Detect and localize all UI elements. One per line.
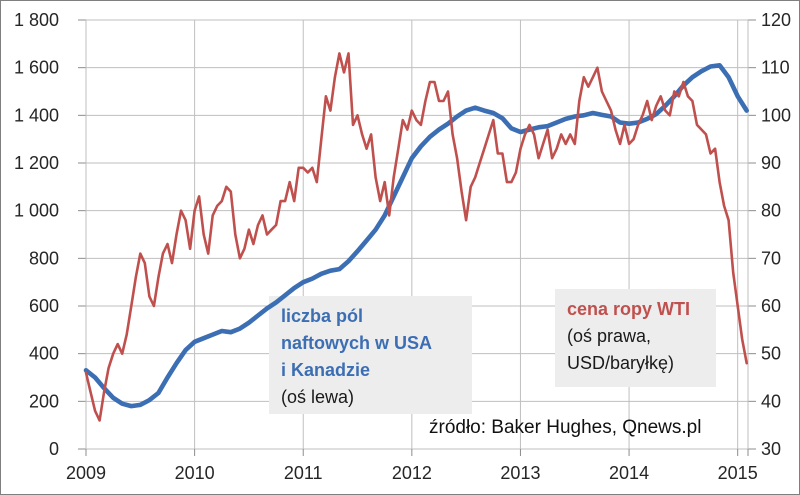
x-axis-tick-label: 2015 xyxy=(718,463,758,483)
left-series-label-line2: naftowych w USA xyxy=(281,333,433,353)
left-axis-tick-label: 800 xyxy=(29,248,59,268)
left-series-label-line1: liczba pól xyxy=(281,306,364,326)
left-axis-note: (oś lewa) xyxy=(281,387,355,407)
left-axis-tick-label: 1 000 xyxy=(14,201,59,221)
right-axis-tick-label: 90 xyxy=(761,153,781,173)
right-series-label-title: cena ropy WTI xyxy=(567,299,691,319)
x-axis-tick-label: 2009 xyxy=(66,463,106,483)
left-axis-tick-label: 1 800 xyxy=(14,10,59,30)
left-axis-tick-label: 0 xyxy=(49,439,59,459)
left-axis-tick-label: 1 400 xyxy=(14,105,59,125)
x-axis-tick-label: 2011 xyxy=(284,463,323,483)
left-axis-tick-label: 200 xyxy=(29,391,59,411)
right-axis-tick-label: 100 xyxy=(761,105,791,125)
right-axis-tick-label: 50 xyxy=(761,344,781,364)
right-axis-tick-label: 30 xyxy=(761,439,781,459)
left-series-label-box: liczba pól naftowych w USA i Kanadzie (o… xyxy=(269,296,472,414)
left-axis-tick-label: 1 200 xyxy=(14,153,59,173)
right-axis-tick-label: 120 xyxy=(761,10,791,30)
right-axis-tick-label: 110 xyxy=(761,58,790,78)
x-axis-tick-label: 2013 xyxy=(500,463,540,483)
right-axis-tick-label: 80 xyxy=(761,201,781,221)
right-axis-tick-label: 70 xyxy=(761,248,781,268)
right-axis-tick-label: 40 xyxy=(761,391,781,411)
left-axis-tick-label: 1 600 xyxy=(14,58,59,78)
x-axis-tick-label: 2012 xyxy=(392,463,432,483)
left-axis-tick-label: 400 xyxy=(29,344,59,364)
right-axis-tick-label: 60 xyxy=(761,296,781,316)
x-axis-tick-label: 2010 xyxy=(175,463,215,483)
right-axis-note-line1: (oś prawa, xyxy=(567,326,652,346)
right-series-label-box: cena ropy WTI (oś prawa, USD/baryłkę) xyxy=(555,289,716,387)
right-axis-note-line2: USD/baryłkę) xyxy=(567,353,675,373)
x-axis-tick-label: 2014 xyxy=(609,463,649,483)
left-series-label-line3: i Kanadzie xyxy=(281,360,371,380)
source-note: źródło: Baker Hughes, Qnews.pl xyxy=(429,417,702,438)
left-axis-tick-label: 600 xyxy=(29,296,59,316)
